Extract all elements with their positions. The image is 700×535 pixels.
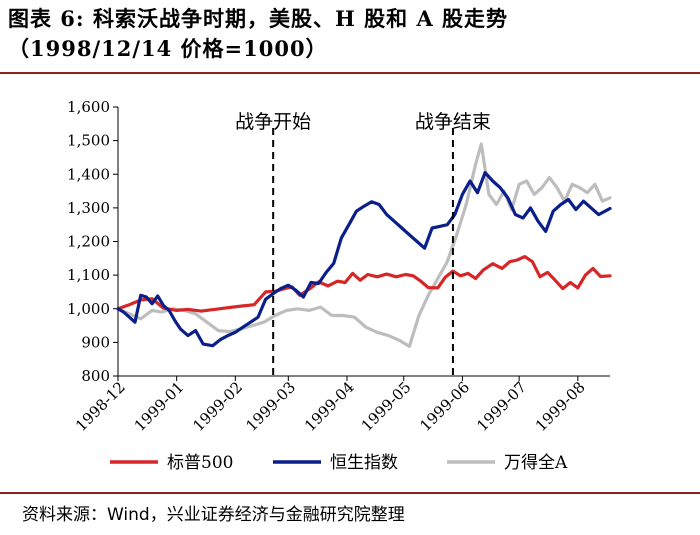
y-tick-label: 1,500 (67, 132, 110, 150)
x-tick-label: 1999-03 (242, 378, 299, 435)
title-line-1: 图表 6: 科索沃战争时期，美股、H 股和 A 股走势 (8, 6, 509, 31)
x-tick-label: 1999-05 (358, 378, 415, 435)
legend-label-0: 标普500 (167, 453, 233, 473)
source-rule (0, 492, 700, 494)
x-tick-label: 1999-04 (301, 378, 358, 435)
y-tick-label: 1,000 (67, 300, 110, 318)
y-tick-label: 1,600 (67, 98, 110, 116)
y-tick-label: 1,200 (67, 233, 110, 251)
series-line-0 (116, 255, 612, 313)
annotation-label-0: 战争开始 (235, 111, 311, 133)
y-tick-label: 800 (81, 367, 110, 385)
x-tick-label: 1999-07 (473, 378, 530, 435)
title-rule (0, 72, 700, 74)
annotation-label-1: 战争结束 (415, 111, 491, 133)
y-tick-label: 1,300 (67, 199, 110, 217)
source-note: 资料来源：Wind，兴业证券经济与金融研究院整理 (22, 505, 405, 525)
series-line-1 (116, 171, 612, 348)
x-tick-label: 1999-01 (131, 378, 188, 435)
y-tick-label: 900 (81, 333, 110, 351)
figure-title: 图表 6: 科索沃战争时期，美股、H 股和 A 股走势 （1998/12/14 … (8, 4, 698, 64)
title-line-2: （1998/12/14 价格=1000） (8, 36, 328, 61)
legend-label-2: 万得全A (504, 453, 568, 473)
x-tick-label: 1999-02 (189, 378, 246, 435)
series-line-2 (116, 142, 612, 348)
y-tick-label: 1,400 (67, 165, 110, 183)
legend-label-1: 恒生指数 (330, 453, 398, 473)
x-tick-label: 1998-12 (72, 378, 129, 435)
y-tick-label: 1,100 (67, 266, 110, 284)
x-tick-label: 1999-08 (532, 378, 589, 435)
x-tick-label: 1999-06 (416, 378, 473, 435)
